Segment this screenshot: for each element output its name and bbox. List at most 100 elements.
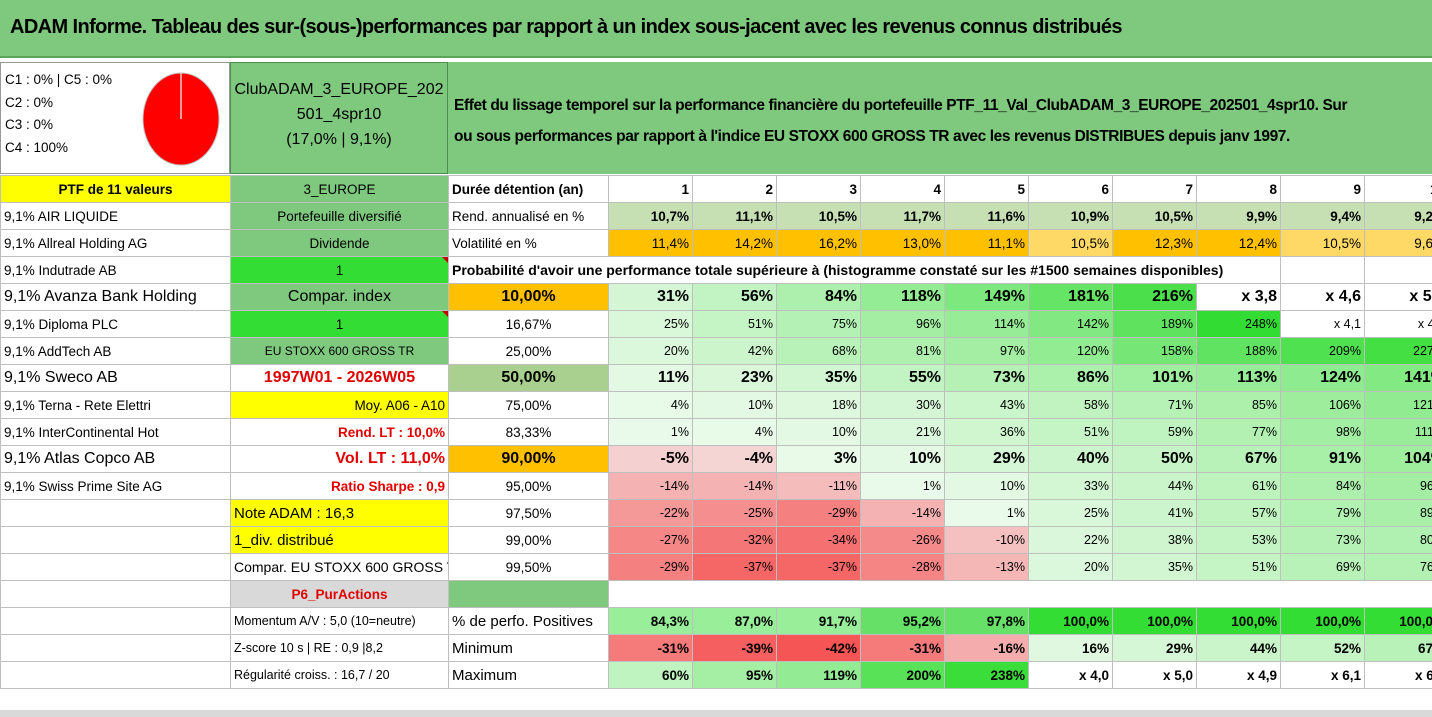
probability-level: 95,00% (448, 472, 609, 500)
maximum-value: x 6,7 (1364, 661, 1432, 689)
probability-value: 58% (1028, 391, 1113, 419)
positive-perf-label: % de perfo. Positives (448, 607, 609, 635)
positive-perf-value: 91,7% (776, 607, 861, 635)
probability-value: 56% (692, 283, 777, 311)
regularite-label: Régularité croiss. : 16,7 / 20 (230, 661, 449, 689)
minimum-value: -31% (608, 634, 693, 662)
probability-value: 36% (944, 418, 1029, 446)
probability-value: 76% (1364, 553, 1432, 581)
probability-row: 9,1% AddTech AB EU STOXX 600 GROSS TR 25,0… (0, 337, 1432, 365)
probability-row: 9,1% Swiss Prime Site AG Ratio Sharpe : 0… (0, 472, 1432, 500)
rend-value: 9,9% (1196, 202, 1281, 230)
probability-value: 25% (608, 310, 693, 338)
probability-value: 149% (944, 283, 1029, 311)
probability-value: 23% (692, 364, 777, 392)
probability-value: -14% (692, 472, 777, 500)
empty-cell (0, 580, 231, 608)
probability-value: 158% (1112, 337, 1197, 365)
probability-value: 89% (1364, 499, 1432, 527)
probability-level: 10,00% (448, 283, 609, 311)
probability-value: 35% (776, 364, 861, 392)
minimum-value: -42% (776, 634, 861, 662)
vol-label: Volatilité en % (448, 229, 609, 257)
year-header: 5 (944, 175, 1029, 203)
rend-value: 9,4% (1280, 202, 1365, 230)
year-header: 7 (1112, 175, 1197, 203)
club-name-line1: ClubADAM_3_EUROPE_202 (234, 81, 444, 98)
probability-value: 96% (1364, 472, 1432, 500)
probability-value: 124% (1280, 364, 1365, 392)
probability-value: 43% (944, 391, 1029, 419)
rend-value: 10,9% (1028, 202, 1113, 230)
probability-value: 98% (1280, 418, 1365, 446)
probability-value: 22% (1028, 526, 1113, 554)
probability-value: 1% (608, 418, 693, 446)
probability-value: 10% (692, 391, 777, 419)
probability-value: 30% (860, 391, 945, 419)
probability-value: 73% (944, 364, 1029, 392)
minimum-value: -16% (944, 634, 1029, 662)
probability-row: 9,1% Sweco AB 1997W01 - 2026W05 50,00% 11% 2… (0, 364, 1432, 392)
share-c4: C4 : 100% (5, 139, 69, 155)
minimum-value: 52% (1280, 634, 1365, 662)
index-flag-input[interactable]: 1 (230, 310, 449, 338)
p6-label: P6_PurActions (230, 580, 449, 608)
probability-value: 142% (1028, 310, 1113, 338)
probability-value: 227% (1364, 337, 1432, 365)
probability-value: 20% (1028, 553, 1113, 581)
year-header: 9 (1280, 175, 1365, 203)
holding-item: 9,1% Allreal Holding AG (0, 229, 231, 257)
minimum-value: -31% (860, 634, 945, 662)
regularite-label-row: Régularité croiss. : 16,7 / 20 Maximum 60%… (0, 661, 1432, 689)
rend-label: Rend. annualisé en % (448, 202, 609, 230)
dividend-flag-input[interactable]: 1 (230, 256, 449, 284)
probability-value: 141% (1364, 364, 1432, 392)
empty-cell (0, 553, 231, 581)
probability-value: -28% (860, 553, 945, 581)
year-header: 2 (692, 175, 777, 203)
holding-item: 9,1% AIR LIQUIDE (0, 202, 231, 230)
minimum-value: 29% (1112, 634, 1197, 662)
probability-value: 10% (944, 472, 1029, 500)
probability-value: 31% (608, 283, 693, 311)
probability-value: 41% (1112, 499, 1197, 527)
probability-value: 69% (1280, 553, 1365, 581)
probability-value: 118% (860, 283, 945, 311)
holding-item: 9,1% Terna - Rete Elettri (0, 391, 231, 419)
probability-value: 4% (608, 391, 693, 419)
empty-cell (0, 526, 231, 554)
vol-value: 11,4% (608, 229, 693, 257)
probability-value: 29% (944, 445, 1029, 473)
probability-value: x 5,4 (1364, 283, 1432, 311)
probability-row: 1_div. distribué 99,00% -27% -32% -34% -26% -1… (0, 526, 1432, 554)
year-header: 10 (1364, 175, 1432, 203)
probability-value: 79% (1280, 499, 1365, 527)
holding-item: 9,1% Atlas Copco AB (0, 445, 231, 473)
div-label: 1_div. distribué (230, 526, 449, 554)
positive-perf-value: 100,0% (1112, 607, 1197, 635)
zone-label: 3_EUROPE (230, 175, 449, 203)
maximum-value: 200% (860, 661, 945, 689)
minimum-value: -39% (692, 634, 777, 662)
probability-value: -14% (860, 499, 945, 527)
year-header: 1 (608, 175, 693, 203)
probability-value: -26% (860, 526, 945, 554)
description-line2: ou sous performances par rapport à l'ind… (454, 128, 1290, 145)
probability-value: 35% (1112, 553, 1197, 581)
rend-value: 10,5% (1112, 202, 1197, 230)
index-name: EU STOXX 600 GROSS TR (230, 337, 449, 365)
probability-value: -14% (608, 472, 693, 500)
empty-cell (1280, 256, 1365, 284)
probability-level: 25,00% (448, 337, 609, 365)
probability-value: 55% (860, 364, 945, 392)
vol-lt-label: Vol. LT : 11,0% (230, 445, 449, 473)
rend-value: 10,5% (776, 202, 861, 230)
holding-item: 9,1% InterContinental Hot (0, 418, 231, 446)
holding-item: 9,1% Sweco AB (0, 364, 231, 392)
vol-value: 13,0% (860, 229, 945, 257)
performance-table: PTF de 11 valeurs 3_EUROPE Durée détention… (0, 175, 1432, 689)
probability-row: 9,1% Avanza Bank Holding Compar. index 10,… (0, 283, 1432, 311)
probability-value: 216% (1112, 283, 1197, 311)
probability-value: 42% (692, 337, 777, 365)
probability-value: 209% (1280, 337, 1365, 365)
